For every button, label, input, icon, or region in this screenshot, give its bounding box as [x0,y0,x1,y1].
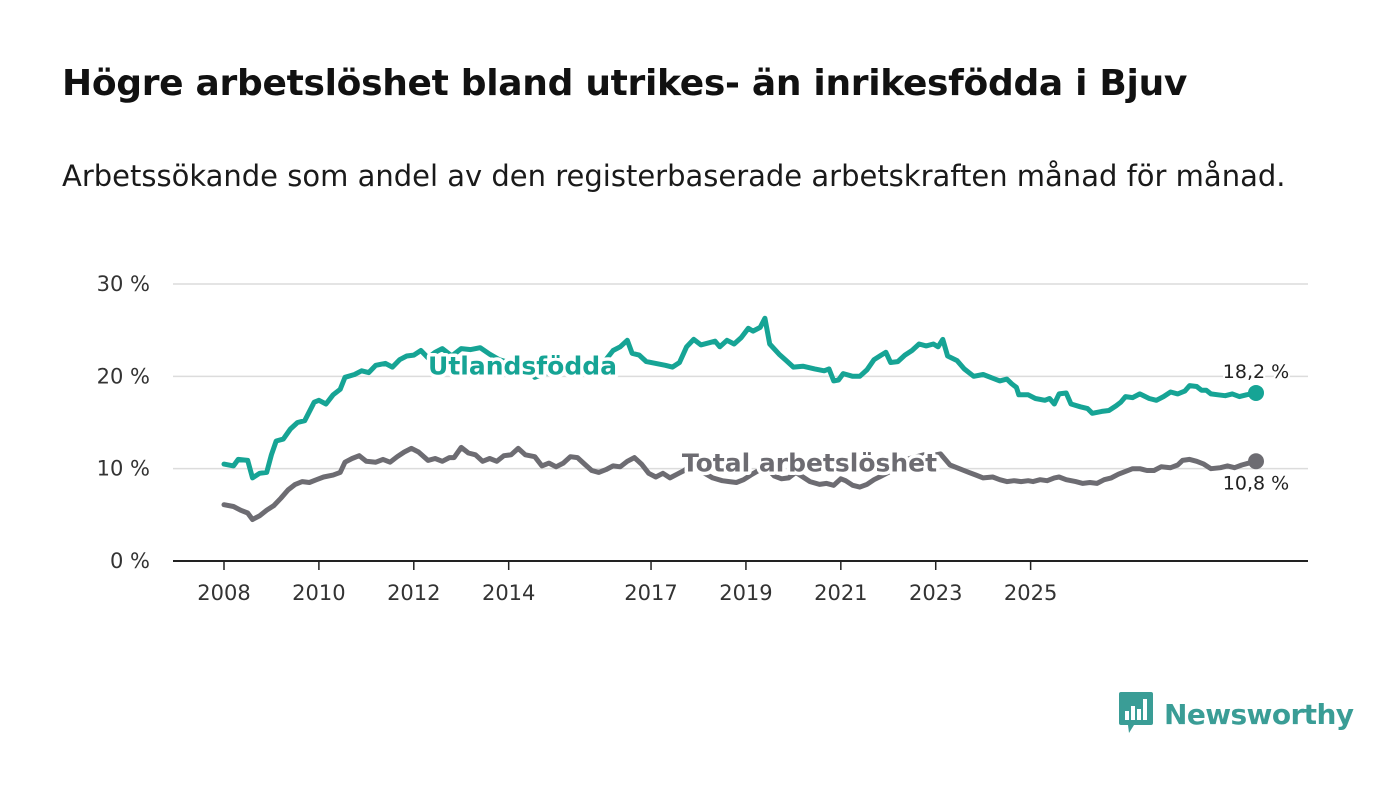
x-tick-label: 2012 [387,581,440,605]
newsworthy-logo: Newsworthy [1118,690,1354,738]
series-inline-label: Utlandsfödda [428,351,617,380]
x-tick-label: 2019 [719,581,772,605]
x-tick-label: 2021 [814,581,867,605]
series-line [221,444,1259,522]
series-end-marker [1248,453,1264,470]
y-tick-label: 20 % [97,364,150,388]
chart-title: Högre arbetslöshet bland utrikes- än inr… [62,63,1188,104]
series-lines [221,315,1264,522]
x-tick-label: 2008 [197,581,250,605]
series-end-marker [1248,384,1264,401]
series-inline-label: Total arbetslöshet [682,448,937,477]
x-tick-label: 2023 [909,581,962,605]
x-tick-label: 2025 [1004,581,1057,605]
series-end-label: 18,2 % [1223,361,1289,383]
y-tick-label: 10 % [97,457,150,481]
brand-name: Newsworthy [1164,697,1354,731]
y-tick-label: 0 % [110,549,150,573]
y-tick-label: 30 % [97,272,150,296]
series-end-label: 10,8 % [1223,472,1289,494]
series-line [221,315,1259,481]
y-axis: 0 % 10 % 20 % 30 % [97,272,150,573]
x-axis: 2008 2010 2012 2014 2017 2019 2021 2023 2025 [173,560,1308,605]
x-tick-label: 2010 [292,581,345,605]
chart-subtitle: Arbetssökande som andel av den registerb… [62,159,1286,193]
x-tick-label: 2017 [624,581,677,605]
gridlines [173,283,1308,470]
series-labels: Utlandsfödda Total arbetslöshet 18,2 % 10,8… [425,348,1292,496]
x-tick-label: 2014 [482,581,535,605]
bar-chart-speech-bubble-icon [1119,692,1153,733]
